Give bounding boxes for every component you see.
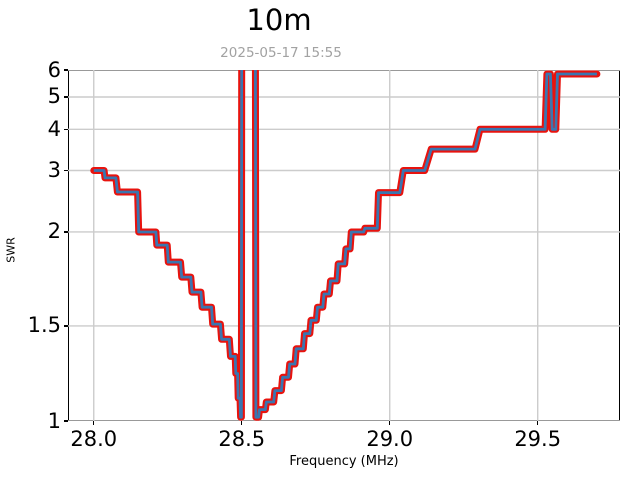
- x-tick-mark: [93, 421, 95, 425]
- plot-area: [68, 70, 620, 421]
- y-tick-label: 3: [47, 157, 61, 182]
- y-tick-mark: [64, 96, 68, 98]
- y-tick-mark: [64, 420, 68, 422]
- x-tick-label: 28.5: [218, 427, 266, 451]
- x-tick-label: 29.0: [366, 427, 414, 451]
- x-tick-mark: [241, 421, 243, 425]
- swr-line-outline: [90, 70, 601, 421]
- y-tick-label: 5: [47, 84, 61, 109]
- chart-title: 10m: [246, 3, 312, 37]
- y-tick-mark: [64, 231, 68, 233]
- x-tick-label: 29.5: [514, 427, 562, 451]
- y-tick-mark: [64, 69, 68, 71]
- x-tick-label: 28.0: [70, 427, 118, 451]
- x-tick-mark: [389, 421, 391, 425]
- x-tick-mark: [537, 421, 539, 425]
- y-tick-label: 6: [47, 57, 61, 82]
- swr-line-core: [93, 70, 597, 419]
- y-tick-label: 4: [47, 116, 61, 141]
- y-tick-label: 1: [47, 408, 61, 433]
- chart-subtitle: 2025-05-17 15:55: [220, 45, 342, 61]
- swr-curve-canvas: [68, 70, 620, 421]
- y-tick-mark: [64, 128, 68, 130]
- y-tick-mark: [64, 325, 68, 327]
- y-tick-mark: [64, 169, 68, 172]
- y-tick-label: 1.5: [27, 313, 61, 338]
- x-axis-label: Frequency (MHz): [289, 454, 399, 469]
- y-tick-label: 2: [47, 219, 61, 244]
